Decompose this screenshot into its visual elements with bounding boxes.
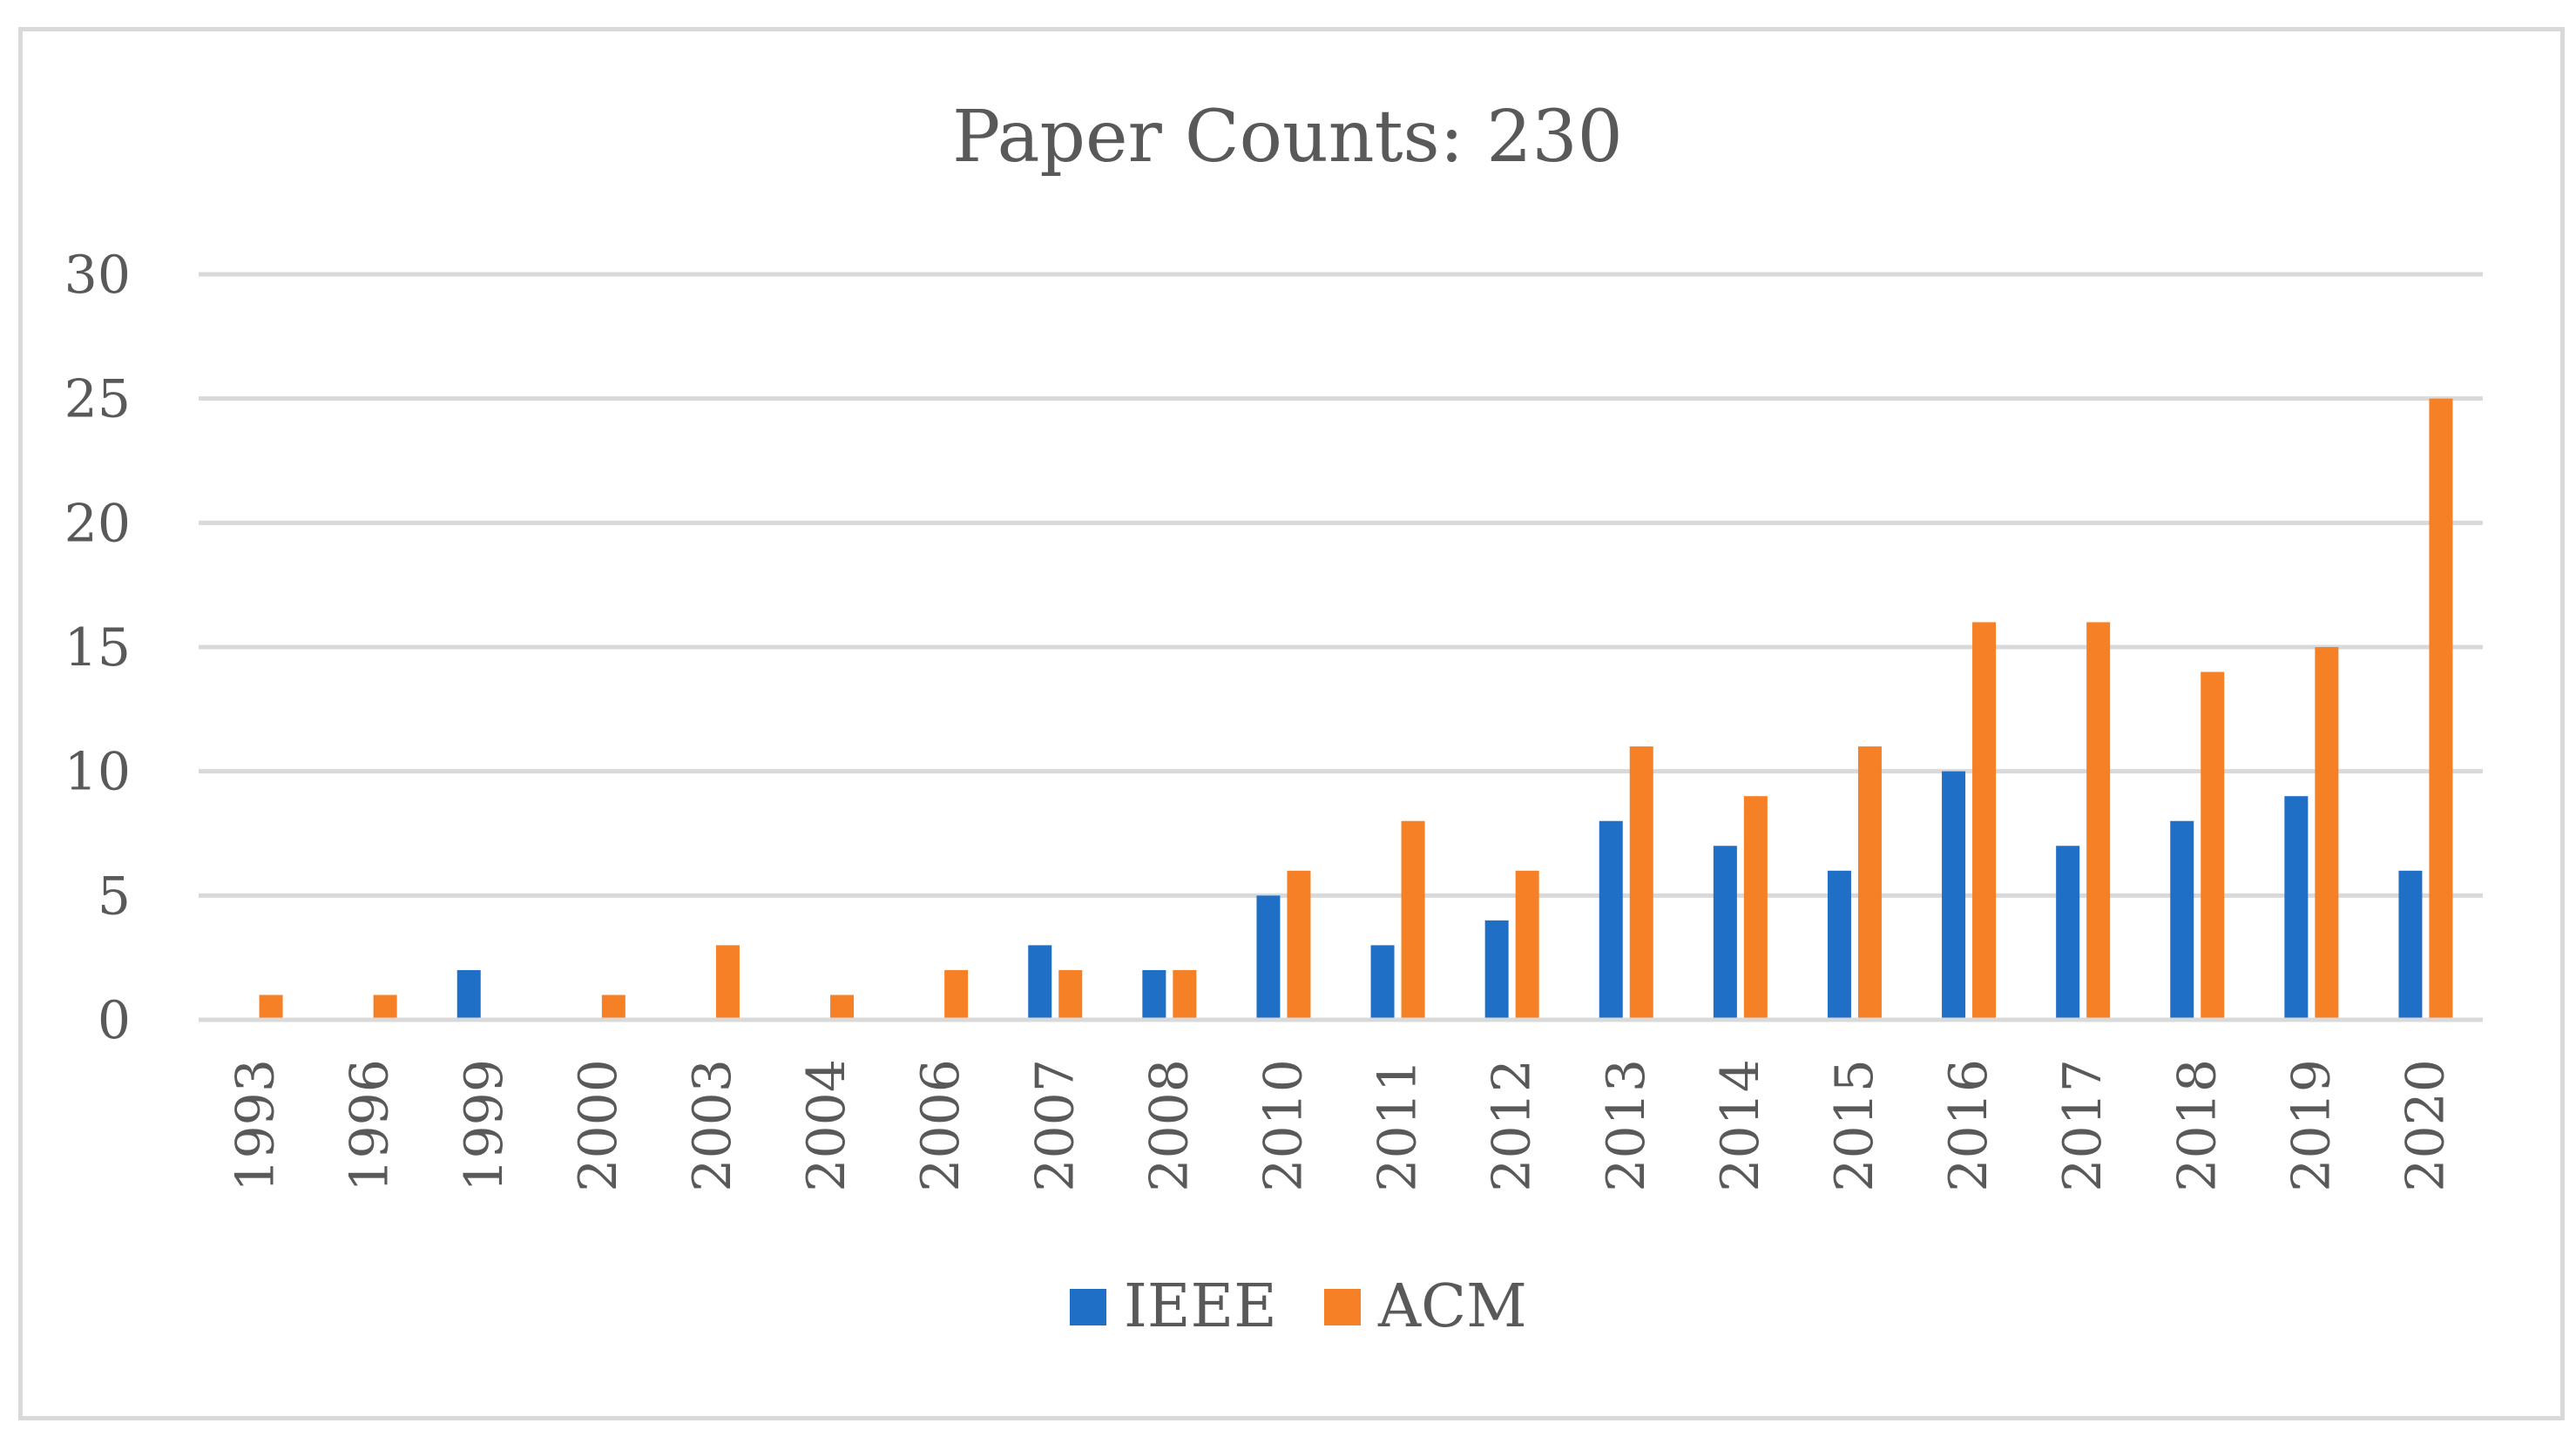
bar-ieee-2017 [2056, 846, 2080, 1020]
legend-swatch-acm [1324, 1289, 1361, 1325]
x-tick-label: 2012 [1482, 1059, 1543, 1192]
bar-acm-2016 [1972, 622, 1997, 1020]
y-tick-label: 0 [98, 990, 131, 1051]
bar-ieee-2015 [1827, 870, 1851, 1020]
bar-ieee-2016 [1942, 771, 1966, 1020]
x-axis-tick-labels: 1993 1996 1999 2000 2003 2004 2006 2007 2008 2010… [226, 1059, 2457, 1192]
x-tick-label: 2007 [1024, 1059, 1085, 1192]
legend-label-ieee: IEEE [1124, 1272, 1277, 1341]
x-tick-label: 2000 [568, 1059, 629, 1192]
bar-acm-2015 [1857, 746, 1882, 1020]
legend: IEEE ACM [1070, 1272, 1527, 1341]
x-tick-label: 1999 [454, 1059, 515, 1192]
y-tick-label: 20 [64, 493, 131, 554]
x-tick-label: 2008 [1139, 1059, 1200, 1192]
bar-ieee-1999 [456, 969, 481, 1020]
x-tick-label: 2003 [682, 1059, 743, 1192]
y-axis-tick-labels: 0 5 10 15 20 25 30 [64, 245, 131, 1051]
x-tick-label: 2011 [1368, 1059, 1429, 1192]
bar-ieee-2018 [2170, 820, 2194, 1020]
y-tick-label: 10 [64, 742, 131, 803]
bar-acm-2003 [715, 945, 740, 1020]
bar-acm-1996 [373, 995, 397, 1020]
x-tick-label: 2014 [1710, 1059, 1771, 1192]
bar-acm-2018 [2201, 671, 2225, 1020]
bar-acm-2017 [2086, 622, 2111, 1020]
x-tick-label: 2015 [1824, 1059, 1885, 1192]
chart-title: Paper Counts: 230 [952, 96, 1623, 179]
bar-acm-2019 [2315, 647, 2339, 1020]
bar-acm-2010 [1287, 870, 1311, 1020]
legend-swatch-ieee [1070, 1289, 1106, 1325]
legend-label-acm: ACM [1377, 1272, 1527, 1341]
y-tick-label: 25 [64, 369, 131, 430]
bars [259, 398, 2453, 1021]
bar-acm-1993 [259, 995, 283, 1020]
x-tick-label: 2019 [2281, 1059, 2342, 1192]
x-tick-label: 2020 [2395, 1059, 2456, 1192]
gridlines [199, 272, 2483, 898]
x-tick-label: 1996 [340, 1059, 401, 1192]
bar-ieee-2008 [1142, 969, 1166, 1020]
bar-ieee-2013 [1599, 820, 1623, 1020]
x-tick-label: 2013 [1596, 1059, 1657, 1192]
bar-ieee-2019 [2284, 796, 2309, 1020]
bar-acm-2006 [944, 969, 969, 1020]
bar-acm-2012 [1515, 870, 1539, 1020]
bar-acm-2011 [1401, 820, 1425, 1020]
x-tick-label: 1993 [226, 1059, 287, 1192]
y-tick-label: 15 [64, 617, 131, 678]
x-tick-label: 2016 [1938, 1059, 1999, 1192]
bar-acm-2007 [1058, 969, 1083, 1020]
chart-frame [18, 27, 2565, 1420]
x-tick-label: 2018 [2167, 1059, 2228, 1192]
bar-ieee-2007 [1028, 945, 1052, 1020]
bar-ieee-2012 [1484, 920, 1509, 1020]
bar-ieee-2010 [1256, 895, 1281, 1020]
bar-ieee-2020 [2398, 870, 2423, 1020]
x-tick-label: 2004 [796, 1059, 857, 1192]
bar-ieee-2011 [1370, 945, 1395, 1020]
bar-acm-2004 [830, 995, 855, 1020]
bar-acm-2014 [1743, 796, 1768, 1020]
y-tick-label: 5 [98, 866, 131, 927]
bar-ieee-2014 [1713, 846, 1737, 1020]
x-tick-label: 2017 [2052, 1059, 2113, 1192]
bar-acm-2000 [601, 995, 625, 1020]
x-tick-label: 2010 [1253, 1059, 1314, 1192]
bar-acm-2020 [2429, 398, 2453, 1021]
y-tick-label: 30 [64, 245, 131, 306]
bar-acm-2013 [1629, 746, 1653, 1020]
bar-acm-2008 [1173, 969, 1197, 1020]
x-tick-label: 2006 [910, 1059, 971, 1192]
